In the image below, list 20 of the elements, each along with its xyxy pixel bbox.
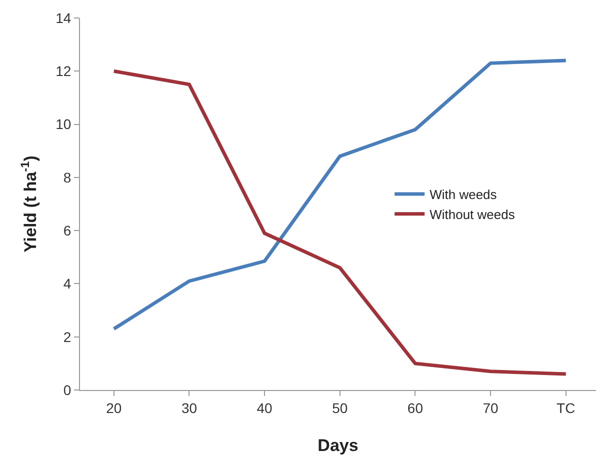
x-tick-label: 30 bbox=[181, 400, 198, 416]
y-tick-label: 6 bbox=[63, 222, 72, 238]
y-tick-label: 14 bbox=[56, 10, 72, 26]
y-tick-label: 10 bbox=[56, 116, 72, 132]
x-tick-label: 40 bbox=[256, 400, 273, 416]
x-axis-title: Days bbox=[318, 436, 358, 455]
y-tick-label: 8 bbox=[63, 169, 72, 186]
y-tick-label: 12 bbox=[56, 63, 72, 80]
x-tick-label: 50 bbox=[332, 400, 348, 416]
line-series bbox=[112, 58, 568, 331]
line-series bbox=[112, 69, 568, 376]
x-tick-label: 60 bbox=[407, 400, 424, 416]
legend-label: With weeds bbox=[430, 187, 498, 202]
y-tick-label: 0 bbox=[63, 382, 72, 398]
x-tick-label: 70 bbox=[482, 400, 499, 416]
x-tick-label: TC bbox=[556, 400, 576, 416]
y-tick-label: 2 bbox=[63, 328, 72, 345]
x-tick-label: 20 bbox=[106, 400, 122, 416]
y-tick-label: 4 bbox=[63, 276, 72, 292]
legend-label: Without weeds bbox=[430, 206, 516, 222]
